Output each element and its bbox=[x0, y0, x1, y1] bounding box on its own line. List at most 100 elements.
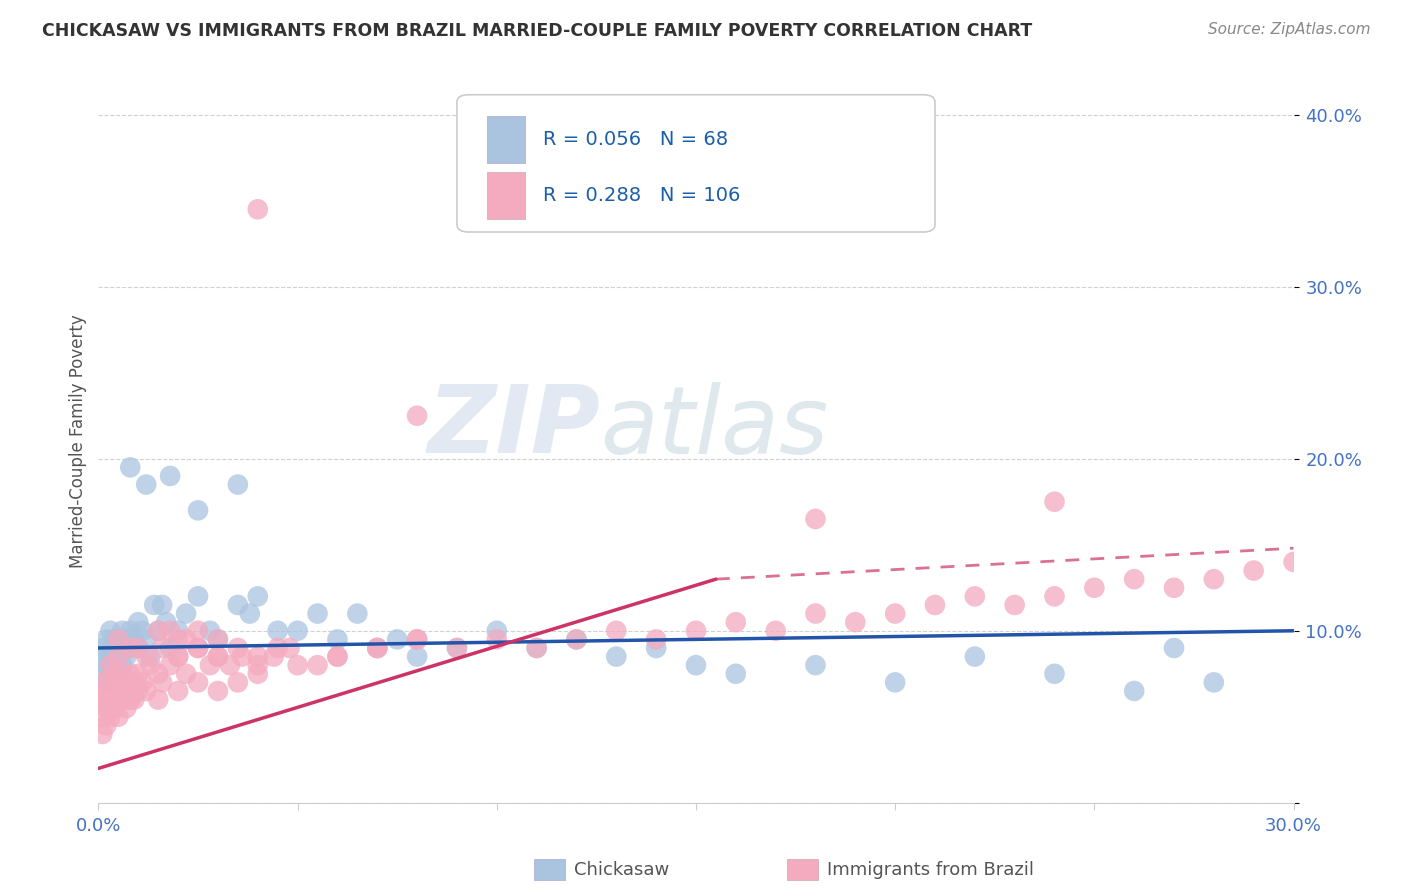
Point bbox=[226, 640, 249, 655]
Point bbox=[148, 666, 170, 681]
Bar bbox=[486, 116, 524, 163]
Point bbox=[91, 692, 114, 706]
Point bbox=[267, 640, 290, 655]
Point bbox=[107, 675, 129, 690]
Point bbox=[103, 684, 125, 698]
Point bbox=[96, 675, 118, 690]
Point bbox=[159, 658, 181, 673]
Point bbox=[107, 649, 129, 664]
Point bbox=[406, 409, 429, 423]
Text: ZIP: ZIP bbox=[427, 381, 600, 473]
Point bbox=[159, 624, 181, 638]
Point bbox=[219, 658, 242, 673]
Point bbox=[307, 658, 329, 673]
Point bbox=[246, 202, 269, 217]
Point bbox=[91, 675, 114, 690]
Point bbox=[406, 632, 429, 647]
Point bbox=[131, 624, 153, 638]
Point bbox=[1163, 581, 1185, 595]
Point bbox=[174, 666, 197, 681]
Point bbox=[765, 624, 787, 638]
Point bbox=[207, 684, 229, 698]
Point bbox=[565, 632, 588, 647]
Point bbox=[91, 710, 114, 724]
Point bbox=[127, 615, 149, 630]
Point bbox=[226, 675, 249, 690]
Point bbox=[1282, 555, 1305, 569]
Point bbox=[207, 632, 229, 647]
Text: CHICKASAW VS IMMIGRANTS FROM BRAZIL MARRIED-COUPLE FAMILY POVERTY CORRELATION CH: CHICKASAW VS IMMIGRANTS FROM BRAZIL MARR… bbox=[42, 22, 1032, 40]
Point bbox=[91, 727, 114, 741]
Point bbox=[1163, 640, 1185, 655]
Point bbox=[685, 658, 707, 673]
Point bbox=[267, 624, 290, 638]
Point bbox=[239, 607, 262, 621]
Point bbox=[103, 632, 125, 647]
Point bbox=[115, 649, 138, 664]
Point bbox=[96, 684, 118, 698]
Point bbox=[263, 649, 285, 664]
Point bbox=[526, 640, 548, 655]
Point bbox=[804, 607, 827, 621]
Point bbox=[120, 624, 142, 638]
Point bbox=[724, 615, 747, 630]
Point bbox=[326, 649, 349, 664]
Point bbox=[187, 640, 209, 655]
Point bbox=[1083, 581, 1105, 595]
Point bbox=[159, 640, 181, 655]
Point bbox=[1243, 564, 1265, 578]
Point bbox=[115, 675, 138, 690]
Point bbox=[96, 692, 118, 706]
Point bbox=[150, 640, 173, 655]
Point bbox=[107, 692, 129, 706]
Text: Source: ZipAtlas.com: Source: ZipAtlas.com bbox=[1208, 22, 1371, 37]
Point bbox=[326, 632, 349, 647]
Point bbox=[124, 692, 146, 706]
Point bbox=[127, 684, 149, 698]
Point bbox=[143, 598, 166, 612]
Point bbox=[135, 684, 157, 698]
Point bbox=[1043, 494, 1066, 508]
Point bbox=[120, 692, 142, 706]
Point bbox=[115, 632, 138, 647]
Point bbox=[605, 649, 627, 664]
Point bbox=[98, 701, 122, 715]
Point bbox=[107, 649, 129, 664]
Point bbox=[174, 632, 197, 647]
Point bbox=[366, 640, 388, 655]
Point bbox=[127, 666, 149, 681]
Point bbox=[1043, 590, 1066, 604]
Point bbox=[246, 590, 269, 604]
Point bbox=[963, 649, 986, 664]
Point bbox=[111, 684, 134, 698]
Point bbox=[150, 675, 173, 690]
Point bbox=[159, 469, 181, 483]
Point bbox=[366, 640, 388, 655]
Point bbox=[120, 460, 142, 475]
Point bbox=[111, 624, 134, 638]
Point bbox=[207, 649, 229, 664]
Point bbox=[96, 632, 118, 647]
Point bbox=[103, 701, 125, 715]
Point bbox=[565, 632, 588, 647]
Point bbox=[645, 640, 668, 655]
Point bbox=[226, 598, 249, 612]
Point bbox=[187, 590, 209, 604]
FancyBboxPatch shape bbox=[457, 95, 935, 232]
Point bbox=[98, 675, 122, 690]
Point bbox=[884, 675, 907, 690]
Point bbox=[148, 624, 170, 638]
Point bbox=[685, 624, 707, 638]
Point bbox=[226, 477, 249, 491]
Point bbox=[107, 632, 129, 647]
Point bbox=[167, 684, 190, 698]
Y-axis label: Married-Couple Family Poverty: Married-Couple Family Poverty bbox=[69, 315, 87, 568]
Point bbox=[111, 692, 134, 706]
Point bbox=[406, 649, 429, 664]
Point bbox=[148, 624, 170, 638]
Point bbox=[103, 658, 125, 673]
Point bbox=[167, 624, 190, 638]
Point bbox=[174, 607, 197, 621]
Text: Immigrants from Brazil: Immigrants from Brazil bbox=[827, 861, 1033, 879]
Point bbox=[127, 640, 149, 655]
